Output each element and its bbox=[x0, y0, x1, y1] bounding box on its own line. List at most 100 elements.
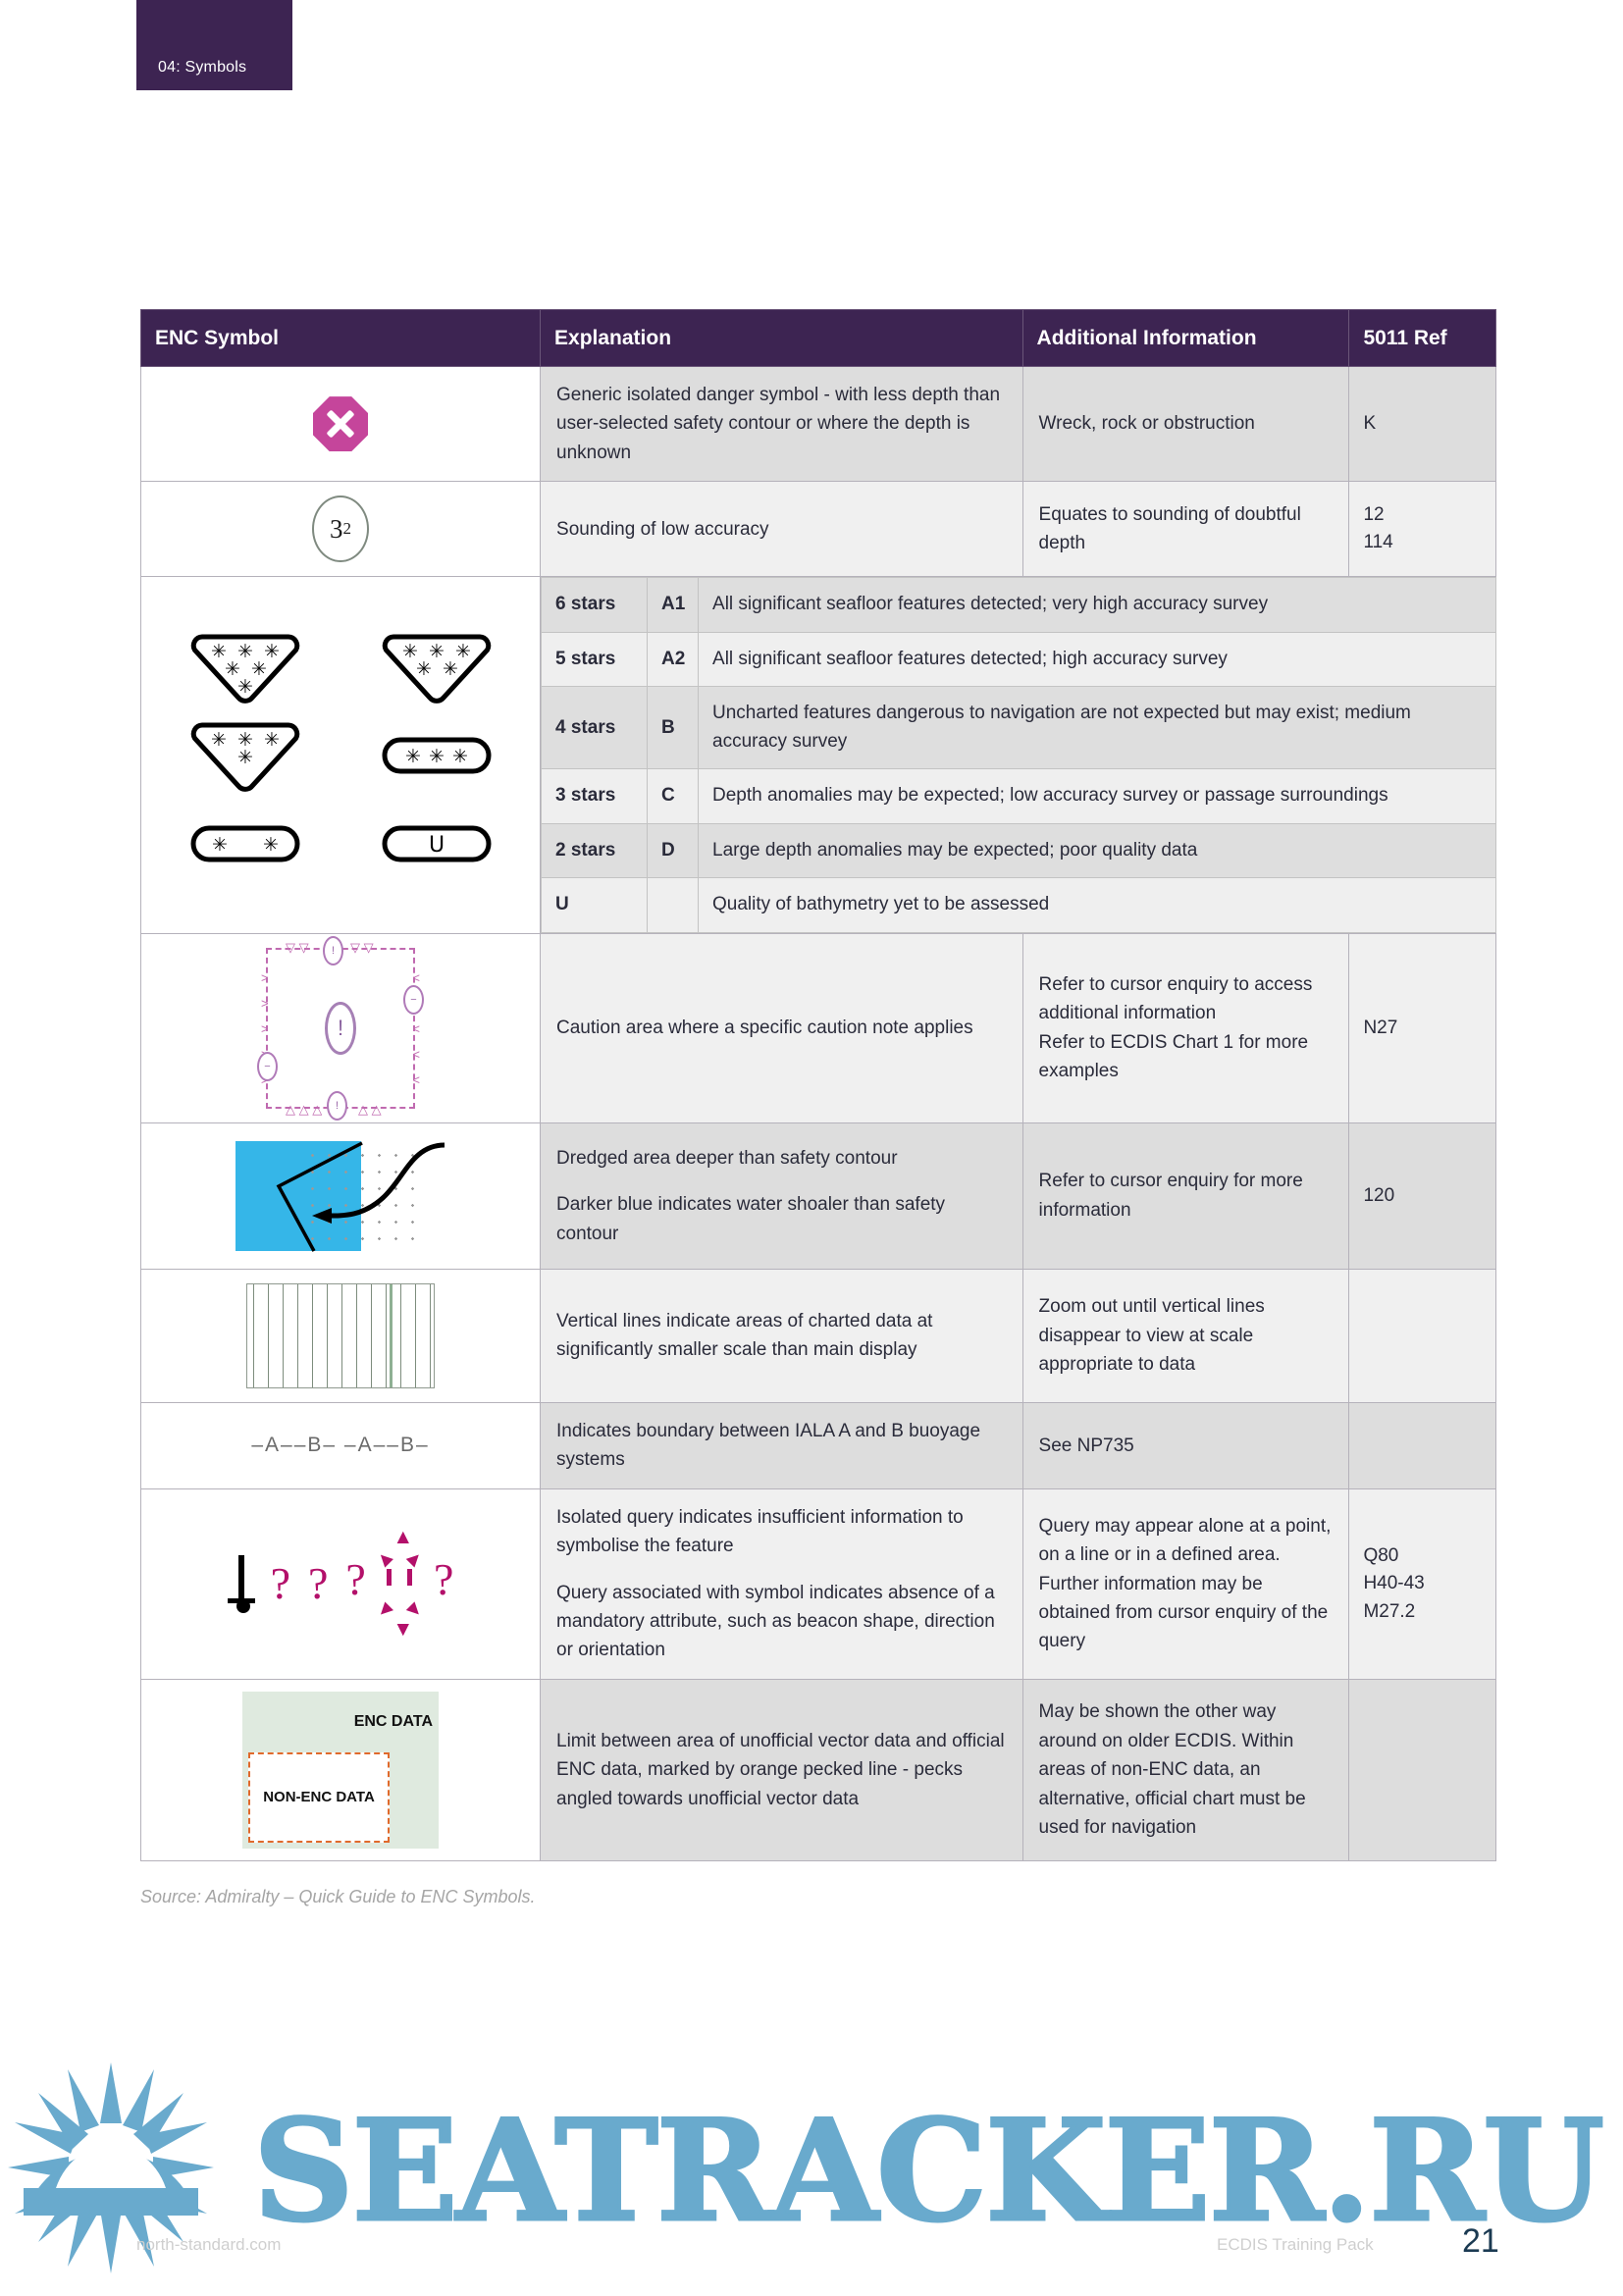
explanation-paragraph-1: Isolated query indicates insufficient in… bbox=[556, 1506, 964, 1557]
catzoc-desc: All significant seafloor features detect… bbox=[698, 577, 1496, 633]
svg-text:✳: ✳ bbox=[237, 676, 253, 698]
row-explanation: Dredged area deeper than safety contour … bbox=[540, 1122, 1023, 1270]
catzoc-code: A1 bbox=[647, 577, 700, 633]
table-row: Vertical lines indicate areas of charted… bbox=[139, 1268, 1496, 1403]
table-row: Dredged area deeper than safety contour … bbox=[139, 1122, 1496, 1270]
table-row: Generic isolated danger symbol - with le… bbox=[139, 365, 1496, 483]
catzoc-row: U Quality of bathymetry yet to be assess… bbox=[541, 877, 1496, 933]
enc-data-limit-symbol: ENC DATA NON-ENC DATA bbox=[139, 1678, 542, 1861]
row-additional: Equates to sounding of doubtful depth bbox=[1021, 481, 1350, 578]
enc-data-label: ENC DATA bbox=[353, 1712, 433, 1730]
row-additional: Zoom out until vertical lines disappear … bbox=[1021, 1268, 1350, 1403]
table-row-catzoc: ✳ ✳ ✳ ✳ ✳ ✳ ✳ ✳ ✳ ✳ ✳ bbox=[139, 576, 1496, 934]
catzoc-code: C bbox=[647, 768, 700, 824]
svg-text:✳: ✳ bbox=[211, 729, 227, 751]
catzoc-desc: Uncharted features dangerous to navigati… bbox=[698, 686, 1496, 770]
svg-text:✳: ✳ bbox=[237, 729, 253, 751]
catzoc-desc: All significant seafloor features detect… bbox=[698, 631, 1496, 688]
catzoc-table: 6 stars A1 All significant seafloor feat… bbox=[541, 577, 1496, 933]
caution-marker-icon: − bbox=[257, 1051, 278, 1081]
row-explanation: Vertical lines indicate areas of charted… bbox=[540, 1268, 1023, 1403]
catzoc-code bbox=[647, 877, 700, 933]
caution-marker-icon: ! bbox=[323, 935, 343, 965]
beacon-icon bbox=[227, 1555, 255, 1614]
catzoc-row: 5 stars A2 All significant seafloor feat… bbox=[541, 631, 1496, 688]
table-row: ? ? ? ? ▲ ▼ ▲ ▲ ▲ ▲ Isolated query indic… bbox=[139, 1487, 1496, 1680]
row-additional: May be shown the other way around on old… bbox=[1021, 1678, 1350, 1861]
svg-text:✳: ✳ bbox=[429, 746, 445, 767]
svg-text:✳: ✳ bbox=[264, 729, 280, 751]
page-number: 21 bbox=[1462, 2222, 1499, 2260]
catzoc-desc: Depth anomalies may be expected; low acc… bbox=[698, 768, 1496, 824]
footer-title: ECDIS Training Pack bbox=[1217, 2235, 1374, 2254]
svg-text:✳: ✳ bbox=[225, 658, 240, 680]
catzoc-desc: Large depth anomalies may be expected; p… bbox=[698, 822, 1496, 879]
explanation-paragraph-2: Darker blue indicates water shoaler than… bbox=[556, 1194, 946, 1244]
catzoc-row: 4 stars B Uncharted features dangerous t… bbox=[541, 686, 1496, 770]
watermark-text: SEATRACKER.RU bbox=[251, 2101, 1605, 2243]
svg-text:✳: ✳ bbox=[402, 641, 418, 662]
row-explanation: Limit between area of unofficial vector … bbox=[540, 1678, 1023, 1861]
row-additional: Refer to cursor enquiry to access additi… bbox=[1021, 932, 1350, 1123]
row-explanation: Sounding of low accuracy bbox=[540, 481, 1023, 578]
column-header-5011-ref: 5011 Ref bbox=[1348, 309, 1496, 367]
catzoc-c-icon: ✳ ✳ ✳ bbox=[342, 718, 530, 793]
svg-text:✳: ✳ bbox=[405, 746, 421, 767]
svg-text:✳: ✳ bbox=[211, 641, 227, 662]
row-ref: N27 bbox=[1348, 932, 1496, 1123]
catzoc-code: B bbox=[647, 686, 700, 770]
ref-line-2: 114 bbox=[1363, 532, 1393, 553]
explanation-paragraph-1: Dredged area deeper than safety contour bbox=[556, 1147, 898, 1169]
svg-text:✳: ✳ bbox=[452, 746, 468, 767]
column-header-explanation: Explanation bbox=[540, 309, 1023, 367]
catzoc-stars: 2 stars bbox=[541, 822, 649, 879]
overscale-vertical-lines-icon bbox=[246, 1282, 435, 1388]
catzoc-row: 6 stars A1 All significant seafloor feat… bbox=[541, 577, 1496, 633]
ref-line-3: M27.2 bbox=[1363, 1600, 1416, 1622]
catzoc-subtable-cell: 6 stars A1 All significant seafloor feat… bbox=[541, 577, 1496, 934]
row-explanation: Generic isolated danger symbol - with le… bbox=[540, 365, 1023, 483]
row-ref: 12 114 bbox=[1348, 481, 1496, 578]
caution-marker-icon: − bbox=[403, 984, 424, 1015]
column-header-enc-symbol: ENC Symbol bbox=[139, 309, 542, 367]
svg-text:U: U bbox=[428, 833, 444, 858]
ref-line-1: Q80 bbox=[1363, 1544, 1399, 1566]
table-row: ENC DATA NON-ENC DATA Limit between area… bbox=[139, 1678, 1496, 1861]
row-ref: Q80 H40-43 M27.2 bbox=[1348, 1487, 1496, 1680]
caution-area-box-icon: ▽ ▽ ▽ ▽ △ △ △ △ △ > > > > > < < < < < ! … bbox=[257, 935, 424, 1121]
catzoc-row: 3 stars C Depth anomalies may be expecte… bbox=[541, 768, 1496, 824]
row-ref: 120 bbox=[1348, 1122, 1496, 1270]
catzoc-a1-icon: ✳ ✳ ✳ ✳ ✳ ✳ bbox=[151, 630, 339, 704]
non-enc-data-area: NON-ENC DATA bbox=[248, 1751, 390, 1843]
svg-text:✳: ✳ bbox=[212, 834, 228, 856]
iala-boundary-symbol: –A––B– –A––B– bbox=[139, 1401, 542, 1489]
query-mark-icon: ? bbox=[308, 1558, 329, 1609]
sounding-value: 3 bbox=[330, 513, 343, 544]
row-ref bbox=[1348, 1401, 1496, 1489]
row-additional: Wreck, rock or obstruction bbox=[1021, 365, 1350, 483]
svg-text:✳: ✳ bbox=[443, 658, 458, 680]
iala-boundary-line-icon: –A––B– –A––B– bbox=[251, 1434, 430, 1457]
chapter-tab-label: 04: Symbols bbox=[158, 59, 247, 76]
row-explanation: Indicates boundary between IALA A and B … bbox=[540, 1401, 1023, 1489]
catzoc-code: A2 bbox=[647, 631, 700, 688]
vertical-lines-overscale-symbol bbox=[139, 1268, 542, 1403]
svg-text:✳: ✳ bbox=[264, 641, 280, 662]
row-additional: Refer to cursor enquiry for more informa… bbox=[1021, 1122, 1350, 1270]
svg-text:✳: ✳ bbox=[237, 747, 253, 768]
catzoc-code: D bbox=[647, 822, 700, 879]
explanation-paragraph-2: Query associated with symbol indicates a… bbox=[556, 1582, 995, 1661]
row-additional: See NP735 bbox=[1021, 1401, 1350, 1489]
table-row: ▽ ▽ ▽ ▽ △ △ △ △ △ > > > > > < < < < < ! … bbox=[139, 932, 1496, 1123]
dredged-area-icon bbox=[235, 1137, 446, 1255]
seatracker-watermark: SEATRACKER.RU bbox=[0, 2051, 1623, 2296]
caution-exclamation-icon: ! bbox=[325, 1001, 356, 1055]
sounding-subscript: 2 bbox=[342, 519, 352, 539]
ref-line-2: H40-43 bbox=[1363, 1573, 1425, 1594]
catzoc-b-icon: ✳ ✳ ✳ ✳ bbox=[151, 718, 339, 793]
catzoc-d-icon: ✳ ✳ bbox=[151, 807, 339, 881]
caution-area-symbol: ▽ ▽ ▽ ▽ △ △ △ △ △ > > > > > < < < < < ! … bbox=[139, 932, 542, 1123]
enc-data-area-icon: ENC DATA NON-ENC DATA bbox=[242, 1691, 439, 1849]
